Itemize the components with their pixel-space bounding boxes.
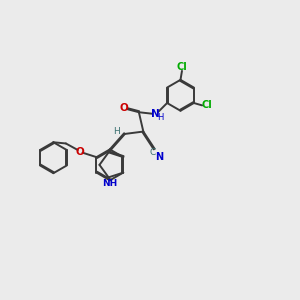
Text: O: O [120,103,128,113]
Text: H: H [158,113,164,122]
Text: Cl: Cl [177,62,187,72]
Text: NH: NH [102,179,118,188]
Text: N: N [151,109,160,119]
Text: N: N [155,152,163,162]
Text: C: C [149,148,155,158]
Text: Cl: Cl [202,100,212,110]
Text: H: H [113,127,120,136]
Text: O: O [76,147,85,157]
